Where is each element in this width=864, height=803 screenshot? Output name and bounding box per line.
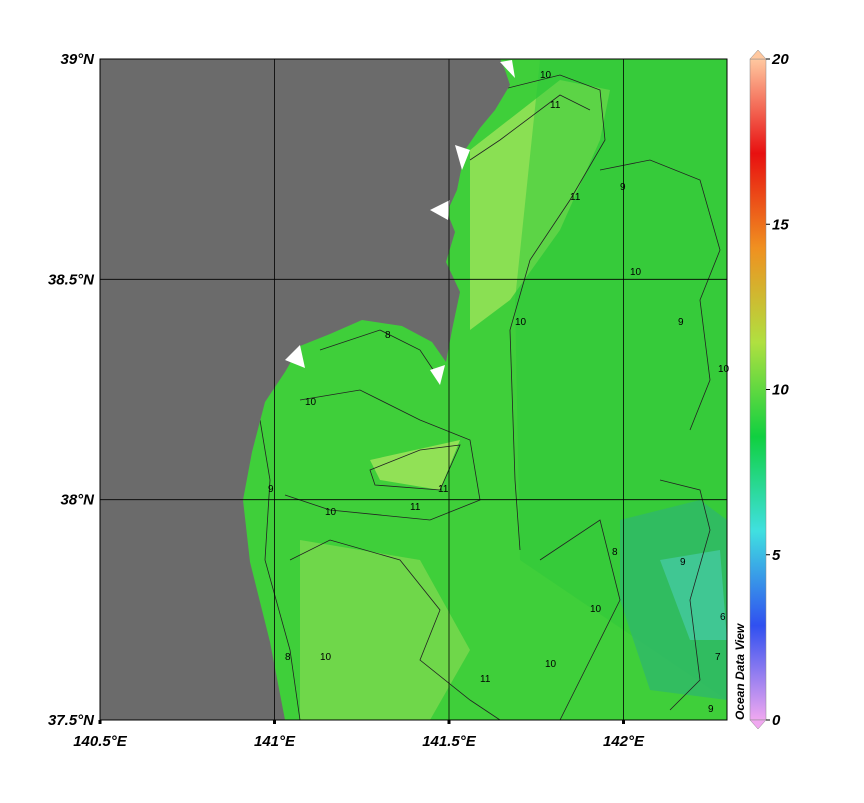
contour-line xyxy=(599,159,721,431)
contour-label: 10 xyxy=(325,507,337,518)
contour-line xyxy=(469,94,591,161)
colorbar-cap xyxy=(749,719,767,730)
colorbar-tick-label: 15 xyxy=(772,216,789,233)
x-tick-label: 140.5°E xyxy=(73,733,128,750)
colorbar-tick-label: 20 xyxy=(771,51,789,68)
contour-label: 9 xyxy=(620,182,626,193)
contour-line xyxy=(319,329,441,381)
contour-label: 9 xyxy=(678,317,684,328)
coast-fringe xyxy=(285,60,515,385)
contour-label: 9 xyxy=(268,484,274,495)
contour-label: 9 xyxy=(680,557,686,568)
y-tick-label: 38.5°N xyxy=(48,271,95,288)
contour-line xyxy=(499,74,606,551)
colorbar-tick-label: 5 xyxy=(772,547,781,564)
contour-label: 11 xyxy=(480,674,491,685)
colorbar-tick-label: 0 xyxy=(772,712,781,729)
contour-label: 11 xyxy=(410,502,421,513)
x-tick-label: 141.5°E xyxy=(422,733,477,750)
contours xyxy=(259,74,721,720)
contour-label: 10 xyxy=(540,70,552,81)
contour-line xyxy=(539,519,621,720)
contour-label: 8 xyxy=(612,547,618,558)
contour-label: 8 xyxy=(285,652,291,663)
watermark: Ocean Data View xyxy=(733,623,747,720)
contour-label: 10 xyxy=(590,604,602,615)
y-tick-label: 38°N xyxy=(60,492,95,509)
contour-label: 11 xyxy=(438,484,449,495)
contour-line xyxy=(369,444,461,491)
colorbar-cap xyxy=(749,49,767,60)
colorbar xyxy=(749,58,767,721)
cool-patch xyxy=(620,500,727,700)
y-tick-label: 37.5°N xyxy=(48,712,95,729)
contour-label: 6 xyxy=(720,612,726,623)
contour-label: 10 xyxy=(320,652,332,663)
cool-patch xyxy=(660,550,727,640)
warm-patch xyxy=(300,540,470,720)
y-tick-label: 39°N xyxy=(60,51,95,68)
contour-label: 9 xyxy=(708,704,714,715)
contour-label: 10 xyxy=(515,317,527,328)
contour-label: 11 xyxy=(570,192,581,203)
contour-label: 11 xyxy=(550,100,561,111)
contour-line xyxy=(659,479,711,711)
map-area xyxy=(100,59,727,720)
colorbar-tick-label: 10 xyxy=(772,382,789,399)
x-tick-label: 142°E xyxy=(603,733,645,750)
contour-label: 10 xyxy=(305,397,317,408)
contour-label: 10 xyxy=(718,364,730,375)
contour-label: 7 xyxy=(715,652,721,663)
contour-label: 10 xyxy=(630,267,642,278)
warm-patch xyxy=(370,440,460,490)
contour-labels: 10 11 11 10 9 10 8 10 11 10 11 9 10 8 9 10 11 9 10 8 6 7 10 9 xyxy=(268,70,730,715)
x-tick-label: 141°E xyxy=(254,733,296,750)
plot-frame xyxy=(99,58,728,721)
contour-line xyxy=(284,389,481,521)
contour-label: 10 xyxy=(545,659,557,670)
contour-line xyxy=(259,419,301,720)
contour-label: 8 xyxy=(385,330,391,341)
land xyxy=(100,59,510,720)
contour-line xyxy=(289,539,501,720)
